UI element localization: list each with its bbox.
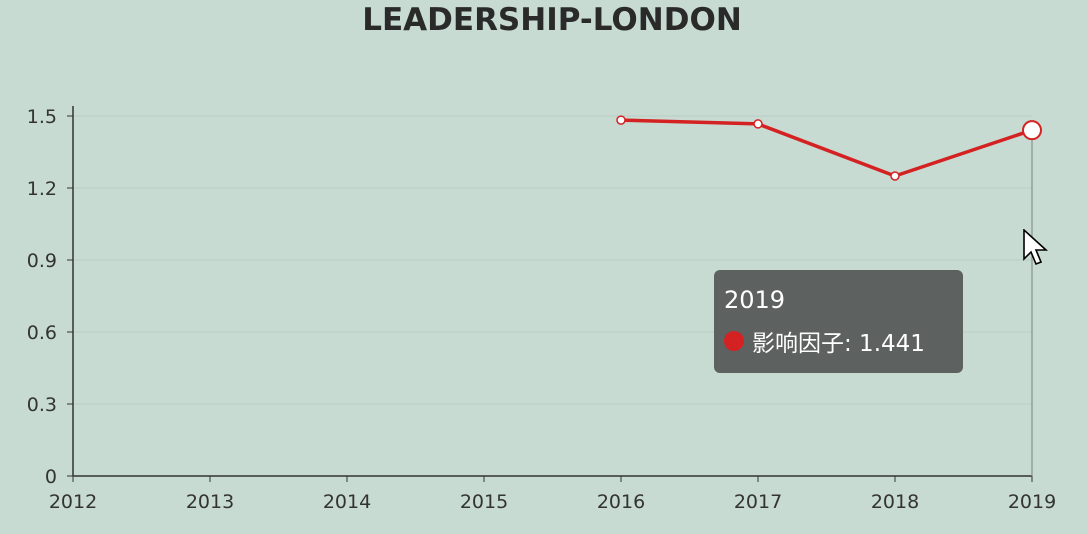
x-tick-label: 2019 (1008, 491, 1056, 513)
x-tick-label: 2012 (49, 491, 97, 513)
chart-title: LEADERSHIP-LONDON (362, 2, 742, 38)
y-tick-label: 1.5 (27, 106, 57, 128)
data-point (753, 119, 763, 129)
y-tick-label: 0.9 (27, 250, 57, 272)
tooltip-title: 2019 (724, 286, 786, 314)
y-tick-label: 1.2 (27, 178, 57, 200)
y-tick-label: 0 (45, 466, 57, 488)
x-tick-label: 2013 (186, 491, 234, 513)
data-point (890, 171, 900, 181)
tooltip-row: 影响因子: 1.441 (724, 324, 953, 358)
data-point-highlighted (1022, 120, 1042, 141)
mouse-cursor-icon (1023, 229, 1049, 266)
y-tick-label: 0.6 (27, 322, 57, 344)
x-tick-label: 2015 (460, 491, 508, 513)
series-marker-icon (724, 331, 744, 351)
tooltip-label: 影响因子: 1.441 (752, 331, 925, 357)
x-tick-label: 2016 (597, 491, 645, 513)
x-tick-label: 2018 (871, 491, 919, 513)
tooltip: 2019 影响因子: 1.441 (714, 270, 963, 373)
data-point (616, 115, 626, 125)
series-line (620, 118, 1033, 178)
x-tick-label: 2014 (323, 491, 371, 513)
x-tick-label: 2017 (734, 491, 782, 513)
y-tick-label: 0.3 (27, 394, 57, 416)
